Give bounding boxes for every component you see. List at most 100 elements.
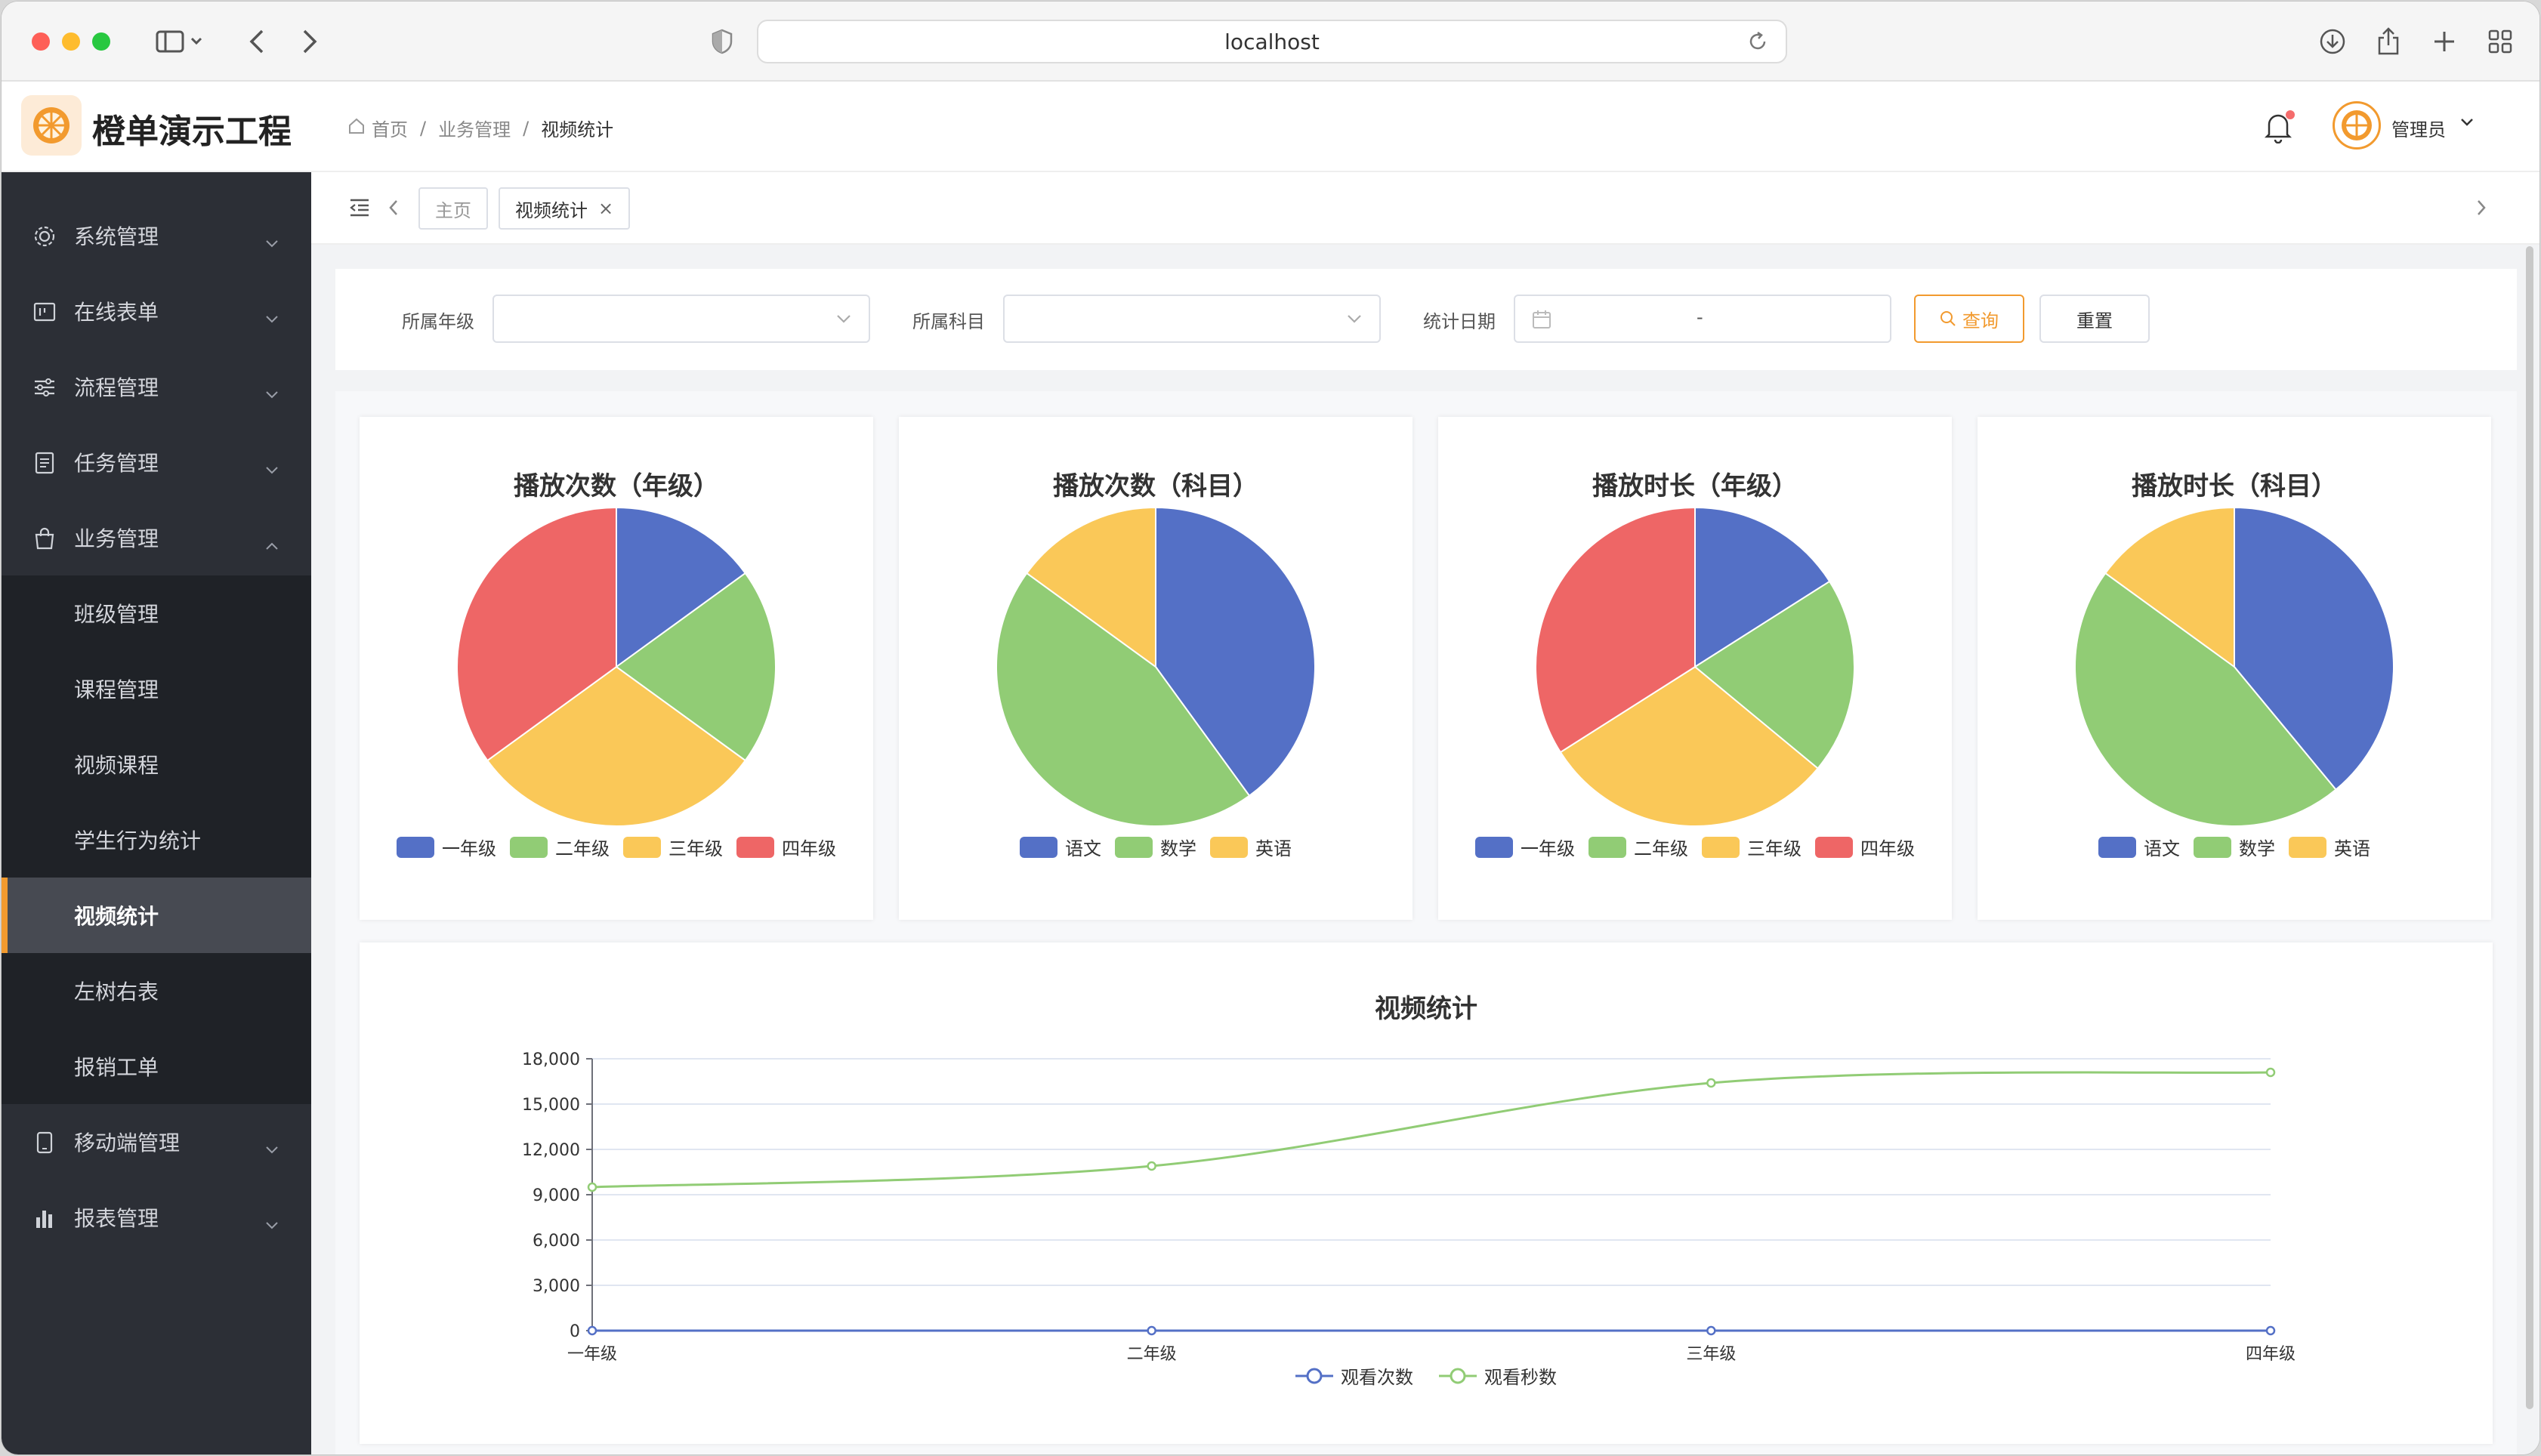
close-window-button[interactable]: [32, 32, 50, 51]
reset-button[interactable]: 重置: [2039, 295, 2150, 343]
legend-item[interactable]: 一年级: [1475, 834, 1575, 860]
reload-icon[interactable]: [1746, 30, 1769, 58]
y-tick-label: 0: [570, 1322, 580, 1341]
sidebar-subitem-label: 视频统计: [74, 904, 159, 929]
legend-item[interactable]: 三年级: [623, 834, 723, 860]
legend-item[interactable]: 二年级: [1589, 834, 1688, 860]
filter-panel: 所属年级 所属科目 统计日期 - 查询 重置: [335, 269, 2517, 370]
tab-video-stats[interactable]: 视频统计 ×: [499, 187, 631, 230]
legend-label: 语文: [1065, 838, 1101, 859]
app-header: 橙单演示工程 首页 / 业务管理 / 视频统计 管理员: [2, 82, 2539, 172]
sidebar-subitem-label: 课程管理: [74, 677, 159, 702]
tab-home[interactable]: 主页: [418, 187, 488, 230]
legend-item[interactable]: 一年级: [397, 834, 496, 860]
chevron-down-icon[interactable]: [2459, 116, 2475, 131]
date-range-picker[interactable]: -: [1514, 295, 1891, 343]
date-range-separator: -: [1697, 307, 1703, 328]
collapse-menu-icon[interactable]: [349, 198, 370, 221]
legend-item[interactable]: 观看秒数: [1439, 1362, 1557, 1389]
legend-item[interactable]: 英语: [2289, 834, 2370, 860]
legend-label: 三年级: [1747, 838, 1802, 859]
back-icon[interactable]: [242, 24, 272, 59]
avatar[interactable]: [2333, 101, 2381, 150]
sidebar-subitem-2[interactable]: 视频课程: [2, 726, 311, 802]
breadcrumb-section[interactable]: 业务管理: [438, 119, 511, 140]
sidebar-subitem-4[interactable]: 视频统计: [2, 878, 311, 953]
app-logo[interactable]: [21, 95, 82, 156]
download-icon[interactable]: [2317, 24, 2348, 59]
pie-slice-2[interactable]: [1025, 506, 1156, 668]
legend-item[interactable]: 语文: [2098, 834, 2180, 860]
sidebar-item-0[interactable]: 系统管理: [2, 198, 311, 273]
sidebar-toggle-icon[interactable]: [150, 24, 210, 59]
address-bar[interactable]: localhost: [757, 20, 1787, 63]
sidebar-item-3[interactable]: 任务管理: [2, 424, 311, 500]
pie-slice-0[interactable]: [1694, 506, 1831, 668]
pie-slice-1[interactable]: [1693, 580, 1855, 770]
close-icon[interactable]: ×: [598, 198, 614, 219]
pie-slice-3[interactable]: [456, 506, 617, 762]
pie-slice-0[interactable]: [1155, 506, 1316, 797]
share-icon[interactable]: [2373, 24, 2404, 59]
scrollbar[interactable]: [2526, 246, 2533, 1409]
tabs-scroll-left-icon[interactable]: [387, 198, 400, 221]
new-tab-icon[interactable]: [2429, 24, 2459, 59]
legend-item[interactable]: 观看次数: [1295, 1362, 1413, 1389]
legend-item[interactable]: 数学: [2194, 834, 2275, 860]
pie-slice-0[interactable]: [616, 506, 747, 668]
sidebar-item-6[interactable]: 报表管理: [2, 1180, 311, 1255]
forward-icon[interactable]: [295, 24, 325, 59]
maximize-window-button[interactable]: [92, 32, 110, 51]
sidebar-subitem-label: 学生行为统计: [74, 828, 202, 853]
orange-avatar-icon: [2342, 110, 2372, 140]
pie-slice-1[interactable]: [996, 572, 1251, 827]
sidebar-subitem-label: 报销工单: [74, 1055, 159, 1080]
pie-slice-1[interactable]: [2074, 572, 2337, 827]
breadcrumb-home[interactable]: 首页: [372, 119, 408, 140]
user-name[interactable]: 管理员: [2391, 119, 2446, 140]
legend-item[interactable]: 语文: [1020, 834, 1101, 860]
sidebar-subitem-0[interactable]: 班级管理: [2, 575, 311, 651]
subject-filter-label: 所属科目: [912, 311, 985, 332]
pie-slice-2[interactable]: [2104, 506, 2235, 668]
legend-item[interactable]: 四年级: [1815, 834, 1915, 860]
pie-slice-3[interactable]: [1535, 506, 1696, 754]
pie-slice-1[interactable]: [615, 572, 777, 762]
pie-slice-2[interactable]: [486, 665, 747, 827]
legend-label: 英语: [1255, 838, 1292, 859]
sidebar-item-4[interactable]: 业务管理: [2, 500, 311, 575]
sidebar-subitem-3[interactable]: 学生行为统计: [2, 802, 311, 878]
sidebar-item-5[interactable]: 移动端管理: [2, 1104, 311, 1180]
legend-item[interactable]: 四年级: [736, 834, 836, 860]
pie-slice-2[interactable]: [1559, 665, 1819, 827]
sidebar-subitem-1[interactable]: 课程管理: [2, 651, 311, 726]
data-point: [1147, 1325, 1156, 1336]
pie-chart: [1535, 506, 1855, 827]
reset-button-label: 重置: [2076, 310, 2113, 332]
sidebar-item-1[interactable]: 在线表单: [2, 273, 311, 349]
legend-swatch: [1702, 836, 1740, 858]
pie-slice-0[interactable]: [2234, 506, 2394, 791]
notification-bell-icon[interactable]: [2263, 110, 2293, 147]
chart-title: 播放时长（年级）: [1592, 471, 1798, 501]
sidebar-subitem-5[interactable]: 左树右表: [2, 953, 311, 1029]
legend-item[interactable]: 三年级: [1702, 834, 1802, 860]
grade-select[interactable]: [492, 295, 870, 343]
breadcrumb: 首页 / 业务管理 / 视频统计: [347, 115, 613, 141]
legend-item[interactable]: 英语: [1210, 834, 1292, 860]
tab-overview-icon[interactable]: [2485, 24, 2515, 59]
sidebar-subitem-6[interactable]: 报销工单: [2, 1029, 311, 1104]
data-point: [1147, 1161, 1156, 1171]
tabs-scroll-right-icon[interactable]: [2475, 198, 2488, 221]
subject-select[interactable]: [1003, 295, 1381, 343]
query-button[interactable]: 查询: [1914, 295, 2024, 343]
minimize-window-button[interactable]: [62, 32, 80, 51]
x-tick-label: 四年级: [2246, 1345, 2296, 1364]
legend-item[interactable]: 二年级: [510, 834, 610, 860]
home-icon[interactable]: [347, 117, 366, 140]
breadcrumb-separator: /: [420, 117, 427, 139]
legend-item[interactable]: 数学: [1115, 834, 1196, 860]
privacy-shield-icon[interactable]: [707, 24, 737, 59]
sidebar-item-2[interactable]: 流程管理: [2, 349, 311, 424]
